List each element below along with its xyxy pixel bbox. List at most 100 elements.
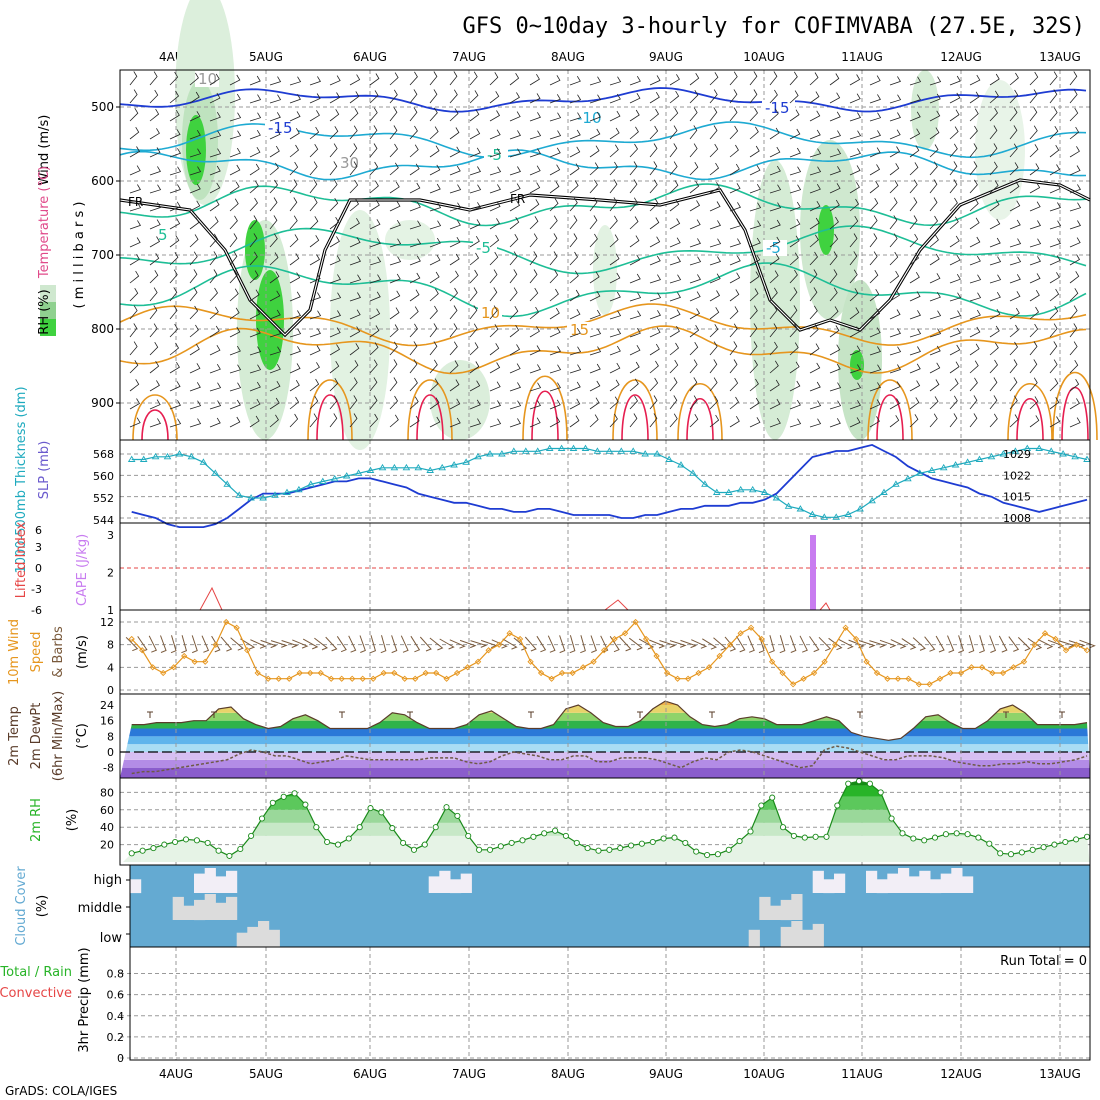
rh-marker — [953, 830, 960, 837]
thickness-marker — [760, 488, 769, 495]
wind-barb — [789, 380, 801, 392]
wind-barb — [589, 290, 601, 302]
wind-barb — [889, 233, 898, 248]
wind-barb — [829, 418, 841, 428]
wind-barb — [809, 251, 818, 266]
wind-barb — [209, 306, 219, 320]
cloud-cell — [876, 879, 888, 894]
temp-tick-label: -8 — [103, 762, 114, 775]
thickness-marker — [605, 447, 614, 454]
wind-barb — [689, 377, 698, 392]
slp-tick-label: 1015 — [1003, 491, 1031, 504]
precip-tick-label: 0.2 — [107, 1031, 125, 1044]
wind-barb — [629, 109, 640, 122]
wind-barb — [329, 161, 338, 176]
wind-barb — [1009, 359, 1018, 374]
rh-marker — [997, 850, 1004, 857]
wind-barb — [1069, 323, 1078, 338]
wind-barb — [169, 109, 180, 122]
thickness-marker — [1011, 447, 1020, 454]
wind-barb — [709, 162, 720, 176]
precip-total-label: Total / Rain — [0, 965, 72, 980]
wind-barb — [589, 215, 598, 230]
rh-marker — [454, 812, 461, 819]
wind-barb — [609, 197, 618, 212]
wind-barb — [569, 381, 581, 392]
rh-marker — [1051, 841, 1058, 848]
thickness-marker — [832, 513, 840, 520]
wind-barb — [989, 143, 998, 158]
temp-contour-25 — [1061, 387, 1089, 441]
wind-barb — [329, 236, 340, 248]
wind-barb — [269, 197, 278, 212]
wind-barb — [629, 273, 641, 284]
wind-barb — [1069, 271, 1080, 284]
wind-barb — [348, 635, 357, 653]
wind-barb — [449, 379, 460, 392]
wind-barb — [729, 415, 740, 428]
contour-label-bg — [337, 155, 361, 171]
wind-barb — [729, 238, 742, 248]
temp-band — [120, 728, 1090, 737]
wind-speed-line — [131, 621, 1088, 686]
wind-barb — [929, 413, 938, 428]
wind-barb — [989, 218, 1001, 230]
wind-barb — [429, 341, 438, 356]
wind-barb — [229, 288, 239, 302]
wind-barb — [389, 341, 398, 356]
wind-barb — [569, 112, 582, 122]
wind-barb — [549, 94, 561, 104]
wind-barb — [529, 306, 540, 320]
thickness-marker — [390, 463, 399, 471]
wind-barb — [169, 90, 180, 104]
wind-barb — [209, 165, 221, 176]
wind-barb — [569, 346, 582, 356]
wind-barb — [1009, 395, 1018, 410]
temp-band — [120, 752, 1090, 760]
temp-contour-20 — [407, 379, 453, 441]
wind-barb — [169, 381, 181, 392]
wind-barb — [929, 110, 941, 122]
rh-marker — [1018, 849, 1025, 856]
wind-barb — [249, 215, 258, 230]
wind-barb — [649, 91, 660, 104]
wind-barb — [709, 125, 718, 140]
wind-barb — [429, 397, 440, 410]
rh-marker — [855, 778, 863, 785]
wind-barb — [389, 181, 400, 194]
wind-barb — [589, 363, 601, 374]
wind-label-1: 10m Wind — [7, 619, 22, 685]
wind-barb — [389, 273, 401, 284]
wind-barb — [869, 130, 881, 140]
wind-barb — [1029, 341, 1038, 356]
thickness-marker — [1023, 444, 1032, 451]
wind-barb — [349, 198, 360, 212]
wind-barb — [1009, 341, 1018, 356]
wind-barb — [1049, 107, 1058, 122]
thickness-tick-label: 560 — [93, 470, 114, 483]
wind-barb — [849, 215, 859, 230]
wind-barb — [429, 237, 441, 248]
li-tick-label: 6 — [35, 524, 42, 537]
wind-barb — [889, 251, 899, 266]
wind-barb — [889, 309, 901, 320]
wind-barb — [491, 639, 508, 649]
wind-speed-marker — [170, 664, 177, 671]
thickness-marker — [689, 469, 697, 476]
wind-barb — [1009, 414, 1019, 428]
wind-barb — [649, 179, 658, 194]
rh-marker — [313, 824, 320, 831]
wind-barb — [569, 163, 580, 176]
wind-barb — [769, 360, 779, 374]
wind-barb — [429, 164, 441, 176]
wind-speed-marker — [873, 669, 881, 677]
wind-barb — [689, 72, 700, 86]
wind-barb — [149, 399, 161, 410]
wind-barb — [689, 89, 699, 104]
wind-barb — [409, 125, 418, 140]
cloud-cell — [759, 896, 771, 920]
wind-barb — [969, 360, 979, 374]
wind-barb — [269, 309, 281, 320]
wind-barb — [649, 198, 659, 212]
wind-barb — [609, 345, 621, 356]
